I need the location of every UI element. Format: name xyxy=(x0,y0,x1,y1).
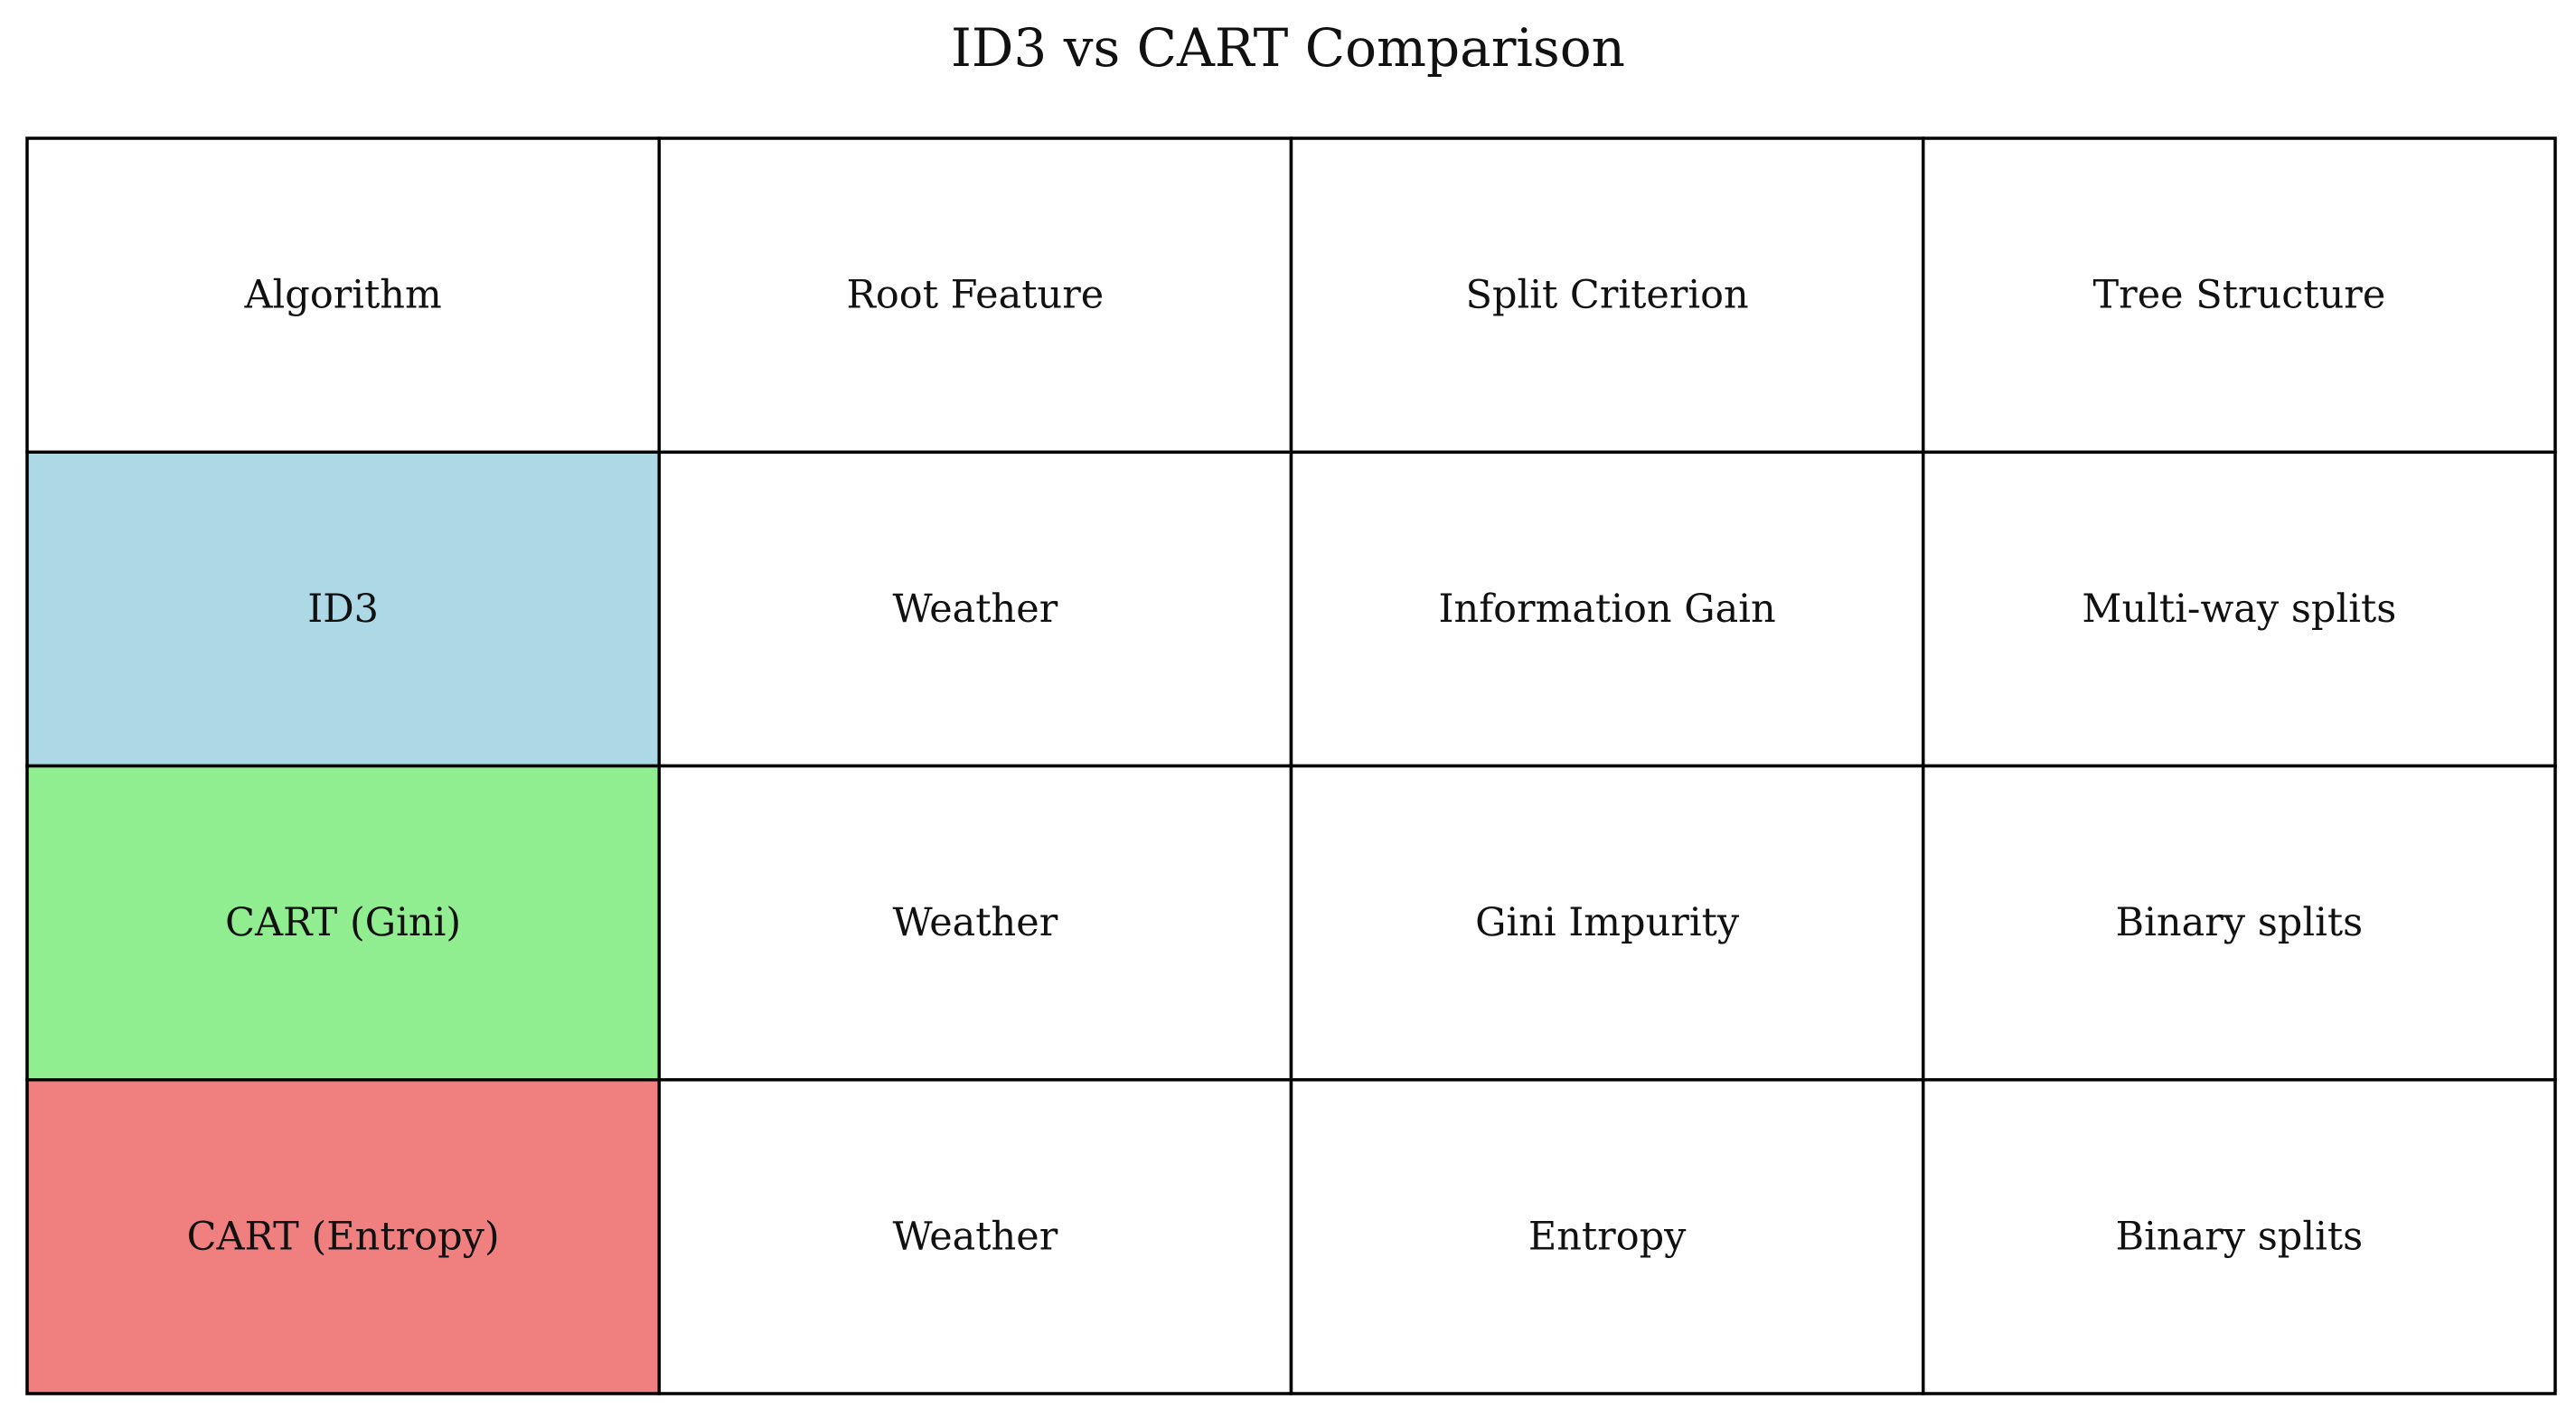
cell-label: Gini Impurity xyxy=(1475,900,1740,945)
column-header-label: Algorithm xyxy=(243,273,441,318)
table-cell xyxy=(1922,1078,2557,1395)
cell-label: Information Gain xyxy=(1439,587,1776,632)
table-cell xyxy=(657,1078,1293,1395)
table-cell xyxy=(1289,450,1925,768)
header-cell-algorithm xyxy=(25,136,661,454)
cell-label: Weather xyxy=(893,587,1058,632)
header-cell-root-feature xyxy=(657,136,1293,454)
table-cell xyxy=(1922,450,2557,768)
table-text: Algorithm Root Feature Split Criterion Tree… xyxy=(187,273,2397,1260)
cell-label: Entropy xyxy=(1528,1214,1687,1259)
chart-title: ID3 vs CART Comparison xyxy=(950,17,1626,79)
row-label: ID3 xyxy=(307,587,379,632)
table-cell xyxy=(25,1078,661,1395)
cell-label: Weather xyxy=(893,1214,1058,1259)
cell-label: Weather xyxy=(893,900,1058,945)
column-header-label: Root Feature xyxy=(847,273,1105,318)
cell-label: Multi-way splits xyxy=(2082,587,2396,632)
table-cell xyxy=(1922,764,2557,1082)
table-cells xyxy=(25,136,2557,1395)
cell-label: Binary splits xyxy=(2116,900,2364,945)
column-header-label: Split Criterion xyxy=(1465,273,1748,318)
table-cell xyxy=(657,764,1293,1082)
header-cell-split-criterion xyxy=(1289,136,1925,454)
table-cell xyxy=(25,764,661,1082)
row-label: CART (Gini) xyxy=(225,900,461,945)
column-header-label: Tree Structure xyxy=(2092,273,2385,318)
row-label: CART (Entropy) xyxy=(187,1214,500,1259)
header-cell-tree-structure xyxy=(1922,136,2557,454)
table-cell xyxy=(1289,1078,1925,1395)
cell-label: Binary splits xyxy=(2116,1214,2364,1259)
